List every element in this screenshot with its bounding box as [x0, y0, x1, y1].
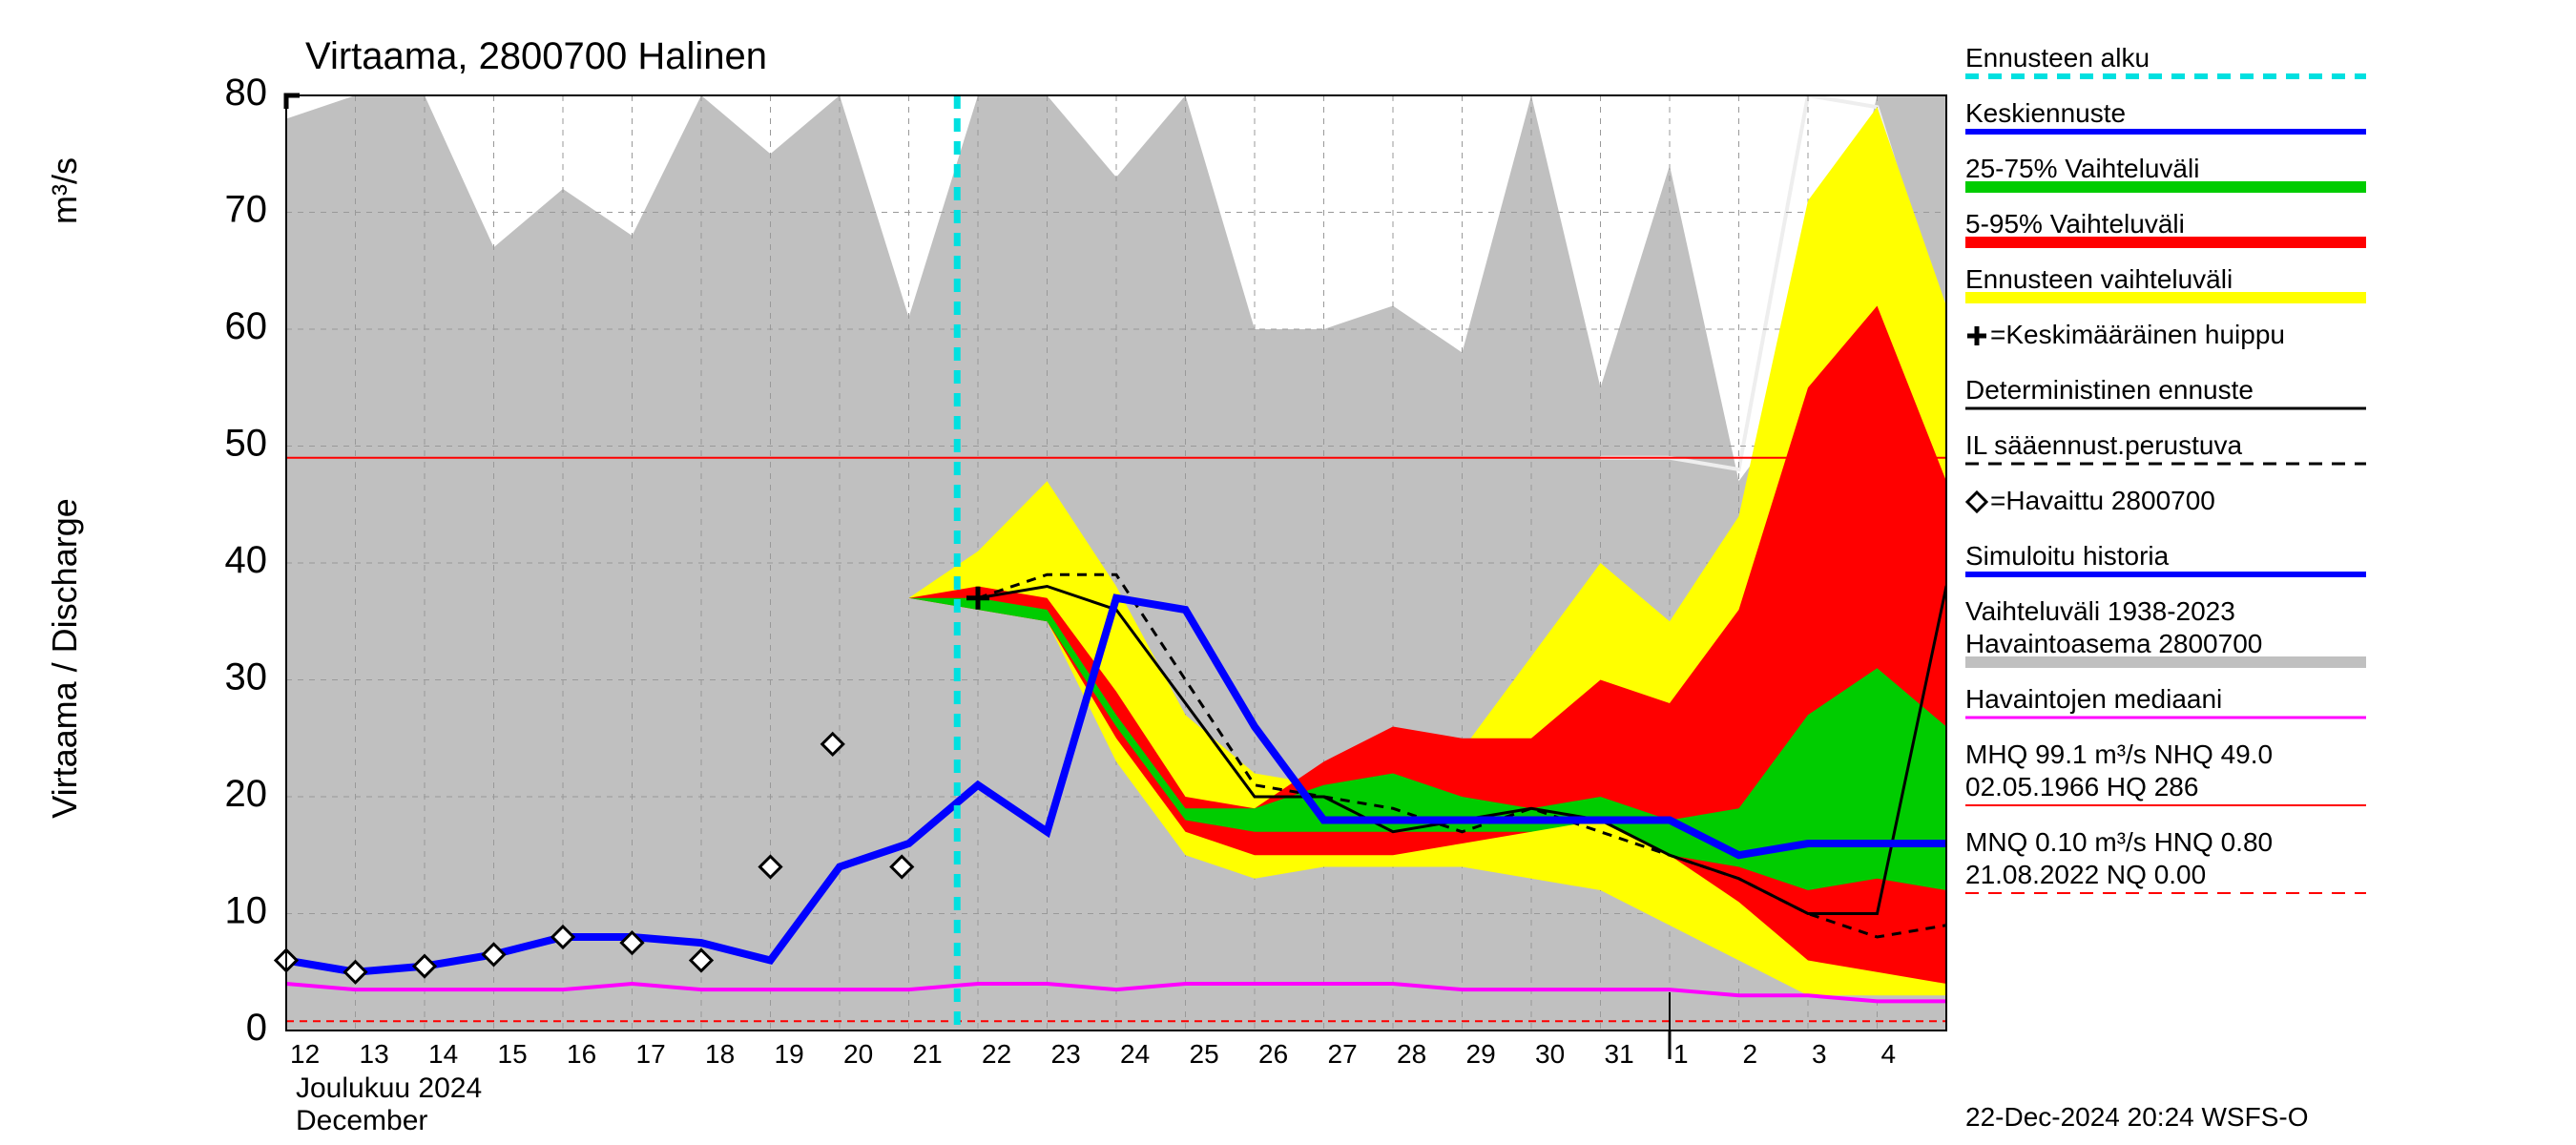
xtick-label: 2 [1743, 1039, 1758, 1069]
xtick-label: 14 [428, 1039, 458, 1069]
xtick-label: 23 [1051, 1039, 1081, 1069]
xtick-label: 31 [1605, 1039, 1634, 1069]
legend-label: MNQ 0.10 m³/s HNQ 0.80 [1965, 827, 2273, 857]
xtick-label: 22 [982, 1039, 1011, 1069]
legend-label: Havaintojen mediaani [1965, 684, 2222, 714]
legend-label: IL sääennust.perustuva [1965, 430, 2242, 460]
ytick-label: 70 [225, 189, 268, 231]
legend-label: =Keskimääräinen huippu [1990, 320, 2285, 349]
legend-label: Ennusteen alku [1965, 43, 2150, 73]
xtick-label: 24 [1120, 1039, 1150, 1069]
chart-container: 0102030405060708012131415161718192021222… [0, 0, 2576, 1145]
xtick-label: 26 [1258, 1039, 1288, 1069]
legend-label: Keskiennuste [1965, 98, 2126, 128]
xtick-label: 15 [498, 1039, 528, 1069]
legend-label: MHQ 99.1 m³/s NHQ 49.0 [1965, 739, 2273, 769]
xtick-label: 4 [1881, 1039, 1897, 1069]
xtick-label: 16 [567, 1039, 596, 1069]
ytick-label: 80 [225, 72, 268, 114]
ytick-label: 40 [225, 539, 268, 581]
xtick-label: 18 [705, 1039, 735, 1069]
chart-svg: 0102030405060708012131415161718192021222… [0, 0, 2576, 1145]
legend-label: =Havaittu 2800700 [1990, 486, 2215, 515]
footer-timestamp: 22-Dec-2024 20:24 WSFS-O [1965, 1102, 2309, 1132]
legend-label: 5-95% Vaihteluväli [1965, 209, 2185, 239]
legend-label: Simuloitu historia [1965, 541, 2170, 571]
xtick-label: 12 [290, 1039, 320, 1069]
xtick-label: 29 [1466, 1039, 1496, 1069]
chart-title: Virtaama, 2800700 Halinen [305, 35, 767, 77]
xtick-label: 30 [1535, 1039, 1565, 1069]
legend-label: 25-75% Vaihteluväli [1965, 154, 2199, 183]
xtick-label: 13 [360, 1039, 389, 1069]
corner-tick [286, 95, 300, 109]
ytick-label: 30 [225, 656, 268, 698]
month-label-en: December [296, 1105, 427, 1136]
legend-sublabel: Havaintoasema 2800700 [1965, 629, 2262, 658]
ytick-label: 60 [225, 305, 268, 347]
y-axis-unit: m³/s [45, 157, 84, 224]
legend-sublabel: 02.05.1966 HQ 286 [1965, 772, 2198, 802]
xtick-label: 17 [636, 1039, 666, 1069]
xtick-label: 25 [1190, 1039, 1219, 1069]
legend-label: Deterministinen ennuste [1965, 375, 2254, 405]
legend-diamond-icon [1967, 492, 1986, 511]
ytick-label: 50 [225, 423, 268, 465]
xtick-label: 27 [1328, 1039, 1358, 1069]
legend-sublabel: 21.08.2022 NQ 0.00 [1965, 860, 2206, 889]
xtick-label: 28 [1397, 1039, 1426, 1069]
y-axis-label: Virtaama / Discharge [45, 498, 84, 818]
ytick-label: 10 [225, 890, 268, 932]
xtick-label: 21 [913, 1039, 943, 1069]
xtick-label: 1 [1673, 1039, 1689, 1069]
legend-label: Vaihteluväli 1938-2023 [1965, 596, 2235, 626]
legend-label: Ennusteen vaihteluväli [1965, 264, 2233, 294]
ytick-label: 0 [246, 1007, 267, 1049]
xtick-label: 3 [1812, 1039, 1827, 1069]
xtick-label: 20 [843, 1039, 873, 1069]
month-label-fi: Joulukuu 2024 [296, 1072, 482, 1104]
xtick-label: 19 [775, 1039, 804, 1069]
ytick-label: 20 [225, 773, 268, 815]
